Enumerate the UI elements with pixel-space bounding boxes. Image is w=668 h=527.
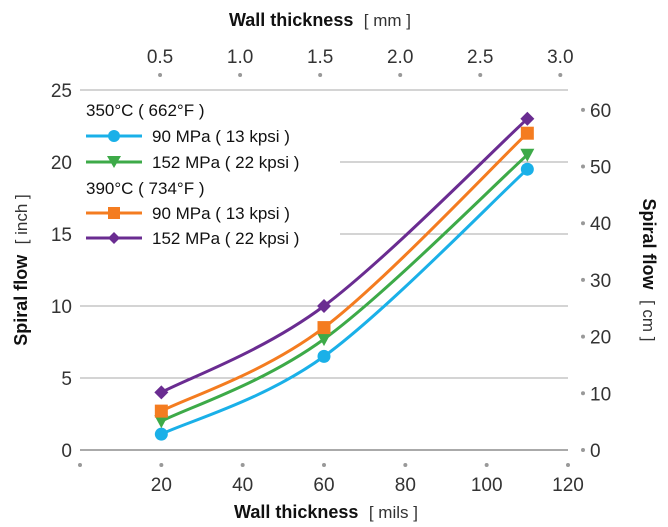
x-bottom-tick-label: 20 (151, 475, 172, 496)
legend-marker-square (108, 207, 120, 219)
legend-item-390-90: 90 MPa ( 13 kpsi ) (86, 204, 290, 223)
legend-group-350: 350°C ( 662°F ) (86, 101, 204, 120)
x-bottom-tick-dot (403, 463, 408, 467)
y-left-tick-label: 20 (51, 153, 72, 174)
x-top-tick-dot (238, 73, 243, 77)
x-bottom-tick-label: 40 (232, 475, 253, 496)
x-bottom-tick-label: 100 (471, 475, 503, 496)
y-right-tick-label: 0 (590, 441, 601, 462)
series-3 (154, 111, 535, 400)
data-point-diamond (317, 299, 331, 313)
legend-label-350-152: 152 MPa ( 22 kpsi ) (152, 153, 299, 172)
series-2 (154, 126, 534, 418)
legend: 350°C ( 662°F ) 90 MPa ( 13 kpsi ) 152 M… (78, 95, 340, 248)
data-point-diamond (154, 385, 169, 400)
series-line (160, 168, 529, 436)
y-left-tick-label: 0 (61, 441, 72, 462)
legend-label-390-152: 152 MPa ( 22 kpsi ) (152, 229, 299, 248)
y-right-tick-dot (581, 334, 585, 339)
y-right-tick-label: 20 (590, 328, 611, 349)
top-axis-title: Wall thickness [ mm ] (229, 10, 411, 30)
y-right-tick-label: 10 (590, 384, 611, 405)
legend-marker-triangle (107, 156, 121, 168)
data-point-circle (317, 349, 331, 363)
data-point-circle (520, 162, 534, 176)
data-point-triangle (317, 333, 331, 347)
x-bottom-tick-dot (240, 463, 245, 467)
y-left-tick-label: 5 (61, 369, 72, 390)
y-left-tick-label: 15 (51, 225, 72, 246)
x-top-tick-label: 2.5 (467, 47, 493, 68)
x-bottom-tick-label: 120 (552, 475, 584, 496)
y-right-tick-label: 50 (590, 158, 611, 179)
data-point-circle (154, 427, 168, 441)
x-bottom-tick-dot (566, 463, 570, 467)
y-right-tick-dot (581, 448, 585, 452)
x-top-tick-dot (318, 73, 323, 77)
data-point-triangle (154, 415, 169, 429)
y-right-tick-dot (581, 221, 585, 226)
legend-item-390-152: 152 MPa ( 22 kpsi ) (86, 229, 299, 248)
x-top-tick-label: 2.0 (387, 47, 413, 68)
x-bottom-tick-label: 80 (395, 475, 416, 496)
y-right-tick-label: 30 (590, 271, 611, 292)
data-point-square (154, 404, 168, 418)
series-line (160, 117, 529, 394)
legend-background (78, 95, 340, 247)
x-top-tick-label: 3.0 (547, 47, 573, 68)
legend-marker-diamond (108, 232, 120, 244)
x-bottom-tick-dot (322, 463, 326, 467)
y-right-tick-dot (581, 277, 585, 282)
y-right-tick-dot (581, 391, 585, 396)
left-axis-title: Spiral flow [ inch ] (11, 194, 31, 346)
right-axis-title: Spiral flow [ cm ] (639, 198, 659, 341)
x-top-tick-dot (478, 73, 483, 77)
y-right-tick-dot (581, 164, 585, 169)
x-top-tick-label: 0.5 (147, 47, 173, 68)
bottom-axis-title: Wall thickness [ mils ] (234, 502, 418, 522)
y-right-tick-label: 40 (590, 214, 611, 235)
legend-group-390: 390°C ( 734°F ) (86, 179, 204, 198)
data-point-square (520, 126, 534, 140)
x-top-tick-dot (558, 73, 563, 77)
legend-label-390-90: 90 MPa ( 13 kpsi ) (152, 204, 290, 223)
x-bottom-tick-label: 60 (313, 475, 334, 496)
legend-marker-circle (108, 130, 120, 142)
x-bottom-tick-dot (159, 463, 164, 467)
x-top-tick-dot (398, 73, 403, 77)
legend-item-350-152: 152 MPa ( 22 kpsi ) (86, 153, 299, 172)
tick-dots (78, 73, 585, 467)
series-lines (154, 111, 535, 441)
x-bottom-tick-dot (78, 463, 82, 467)
x-bottom-tick-dot (484, 463, 489, 467)
legend-label-350-90: 90 MPa ( 13 kpsi ) (152, 127, 290, 146)
y-left-tick-label: 25 (51, 81, 72, 102)
x-top-tick-dot (158, 73, 163, 77)
x-top-tick-label: 1.5 (307, 47, 333, 68)
y-right-tick-label: 60 (590, 101, 611, 122)
series-1 (154, 148, 535, 429)
data-point-square (317, 321, 331, 335)
x-top-tick-label: 1.0 (227, 47, 253, 68)
y-right-tick-dot (581, 107, 585, 112)
legend-item-350-90: 90 MPa ( 13 kpsi ) (86, 127, 290, 146)
data-point-triangle (520, 148, 535, 162)
y-left-tick-label: 10 (51, 297, 72, 318)
data-point-diamond (520, 111, 535, 126)
series-0 (154, 162, 534, 441)
